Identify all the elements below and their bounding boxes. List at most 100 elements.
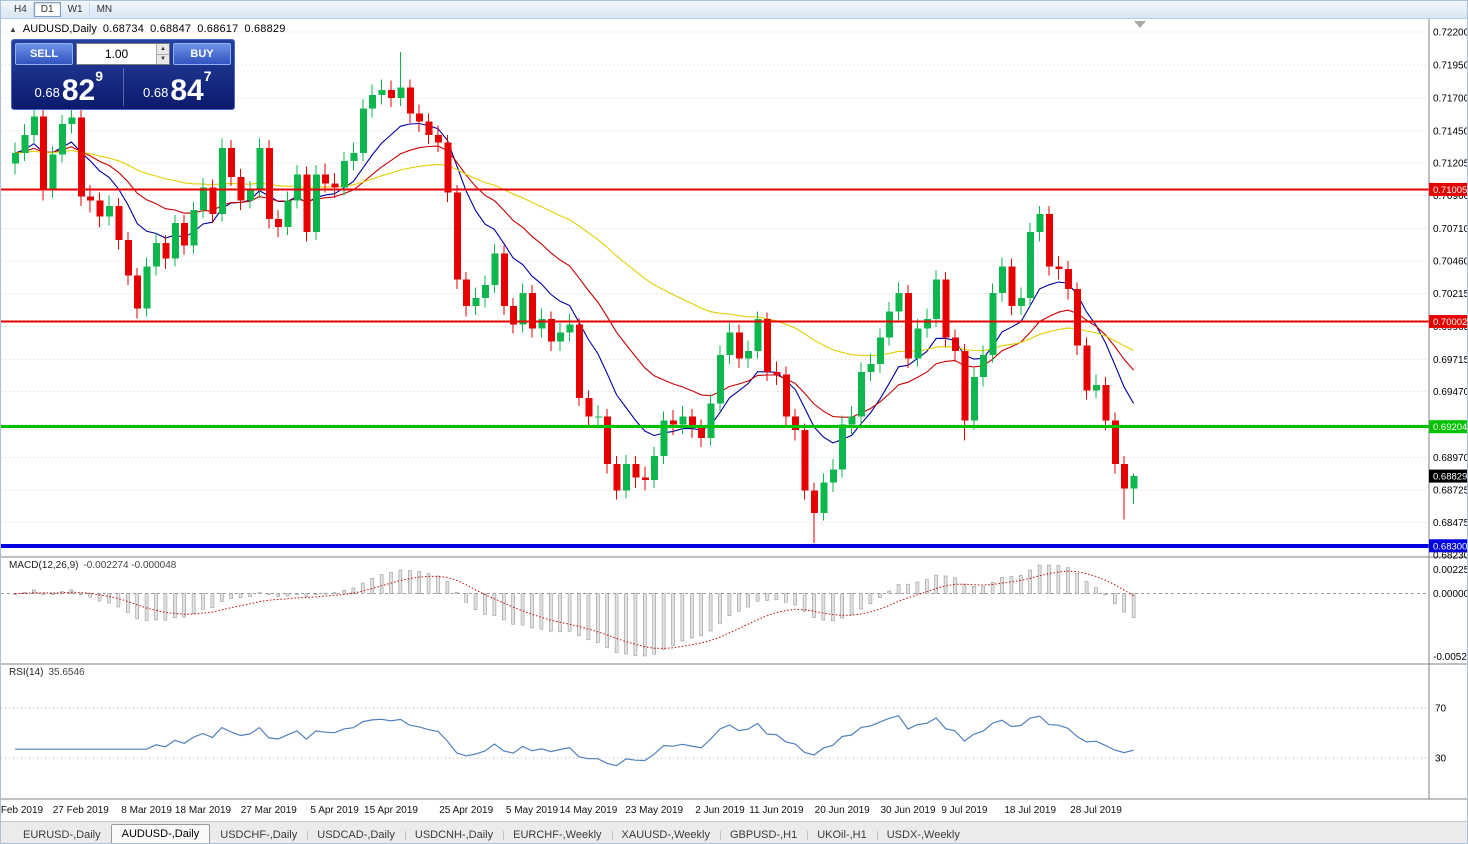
macd-name: MACD(12,26,9) — [9, 560, 79, 571]
svg-text:0.71700: 0.71700 — [1433, 93, 1468, 104]
symbol-tab-EURCHF-Weekly[interactable]: EURCHF-,Weekly — [503, 826, 611, 843]
sell-button[interactable]: SELL — [15, 43, 73, 65]
buy-price-pip: 7 — [203, 68, 212, 84]
timeframe-toolbar: H4 D1 W1 MN — [1, 1, 1467, 19]
timeframe-button-MN[interactable]: MN — [96, 4, 113, 15]
buy-price-prefix: 0.68 — [143, 85, 169, 100]
svg-text:0.69204: 0.69204 — [1433, 422, 1467, 433]
ohlc-close: 0.68829 — [244, 23, 286, 35]
timeframe-button-H4[interactable]: H4 — [7, 2, 34, 17]
svg-text:0.68725: 0.68725 — [1433, 485, 1468, 496]
svg-text:0.000000: 0.000000 — [1433, 589, 1468, 600]
symbol-tab-USDCAD-Daily[interactable]: USDCAD-,Daily — [307, 826, 405, 843]
symbol-tab-AUDUSD-Daily[interactable]: AUDUSD-,Daily — [110, 824, 211, 843]
svg-text:0.70710: 0.70710 — [1433, 224, 1468, 235]
ohlc-open: 0.68734 — [102, 23, 145, 35]
svg-text:2 Jun 2019: 2 Jun 2019 — [695, 805, 745, 816]
symbol-tab-GBPUSD-H1[interactable]: GBPUSD-,H1 — [719, 826, 807, 843]
buy-price-button[interactable]: 0.68 84 7 — [124, 68, 232, 106]
svg-text:0.68475: 0.68475 — [1433, 518, 1468, 529]
one-click-trading-panel: SELL 1.00 ▲ ▼ BUY 0.68 82 9 0.68 84 7 — [11, 39, 235, 110]
svg-text:23 May 2019: 23 May 2019 — [625, 805, 683, 816]
moving-average-lines — [14, 122, 1135, 444]
macd-pane: 0.002252 0.000000 -0.005234 — [1, 564, 1468, 663]
volume-decrease-button[interactable]: ▼ — [157, 54, 169, 64]
svg-text:0.68300: 0.68300 — [1433, 541, 1467, 552]
svg-text:0.002252: 0.002252 — [1433, 565, 1468, 576]
symbol-tab-USDCHF-Daily[interactable]: USDCHF-,Daily — [220, 829, 298, 841]
svg-text:18 Jul 2019: 18 Jul 2019 — [1004, 805, 1056, 816]
svg-text:0.71205: 0.71205 — [1433, 159, 1468, 170]
svg-text:0.68230: 0.68230 — [1433, 551, 1468, 562]
svg-text:25 Apr 2019: 25 Apr 2019 — [439, 805, 493, 816]
svg-text:0.70960: 0.70960 — [1433, 191, 1468, 202]
symbol-tab-EURUSD-Daily[interactable]: EURUSD-,Daily — [23, 829, 101, 841]
price-grid — [1, 31, 1429, 556]
chart-area: 0.72200 0.71950 0.71700 0.71450 0.71205 0.709… — [1, 19, 1468, 821]
chart-title: ▲ AUDUSD,Daily 0.68734 0.68847 0.68617 0… — [9, 23, 286, 35]
rsi-pane: 70 30 — [1, 704, 1447, 767]
price-chart-canvas[interactable]: 0.72200 0.71950 0.71700 0.71450 0.71205 0.709… — [1, 19, 1468, 821]
rsi-value: 35.6546 — [48, 667, 85, 678]
volume-spinner: ▲ ▼ — [156, 44, 169, 64]
macd-values: -0.002274 -0.000048 — [83, 560, 177, 571]
volume-increase-button[interactable]: ▲ — [157, 44, 169, 55]
svg-text:20 Jun 2019: 20 Jun 2019 — [815, 805, 870, 816]
rsi-indicator-label: RSI(14) 35.6546 — [9, 667, 85, 678]
chart-symbol-label: AUDUSD,Daily — [22, 23, 97, 35]
one-click-collapse-icon[interactable]: ▲ — [9, 24, 17, 34]
svg-text:0.72200: 0.72200 — [1433, 28, 1468, 39]
svg-text:18 Feb 2019: 18 Feb 2019 — [1, 805, 44, 816]
sell-price-pip: 9 — [95, 68, 103, 84]
symbol-tab-UKOil-H1[interactable]: UKOil-,H1 — [807, 826, 877, 843]
svg-text:11 Jun 2019: 11 Jun 2019 — [749, 805, 804, 816]
svg-text:0.68970: 0.68970 — [1433, 453, 1468, 464]
svg-text:-0.005234: -0.005234 — [1433, 652, 1468, 663]
price-axis: 0.72200 0.71950 0.71700 0.71450 0.71205 0.709… — [1429, 28, 1468, 562]
svg-text:0.69715: 0.69715 — [1433, 355, 1468, 366]
svg-text:0.68829: 0.68829 — [1433, 472, 1467, 483]
svg-text:28 Jul 2019: 28 Jul 2019 — [1070, 805, 1122, 816]
svg-text:18 Mar 2019: 18 Mar 2019 — [175, 805, 232, 816]
svg-text:0.71450: 0.71450 — [1433, 126, 1468, 137]
volume-control[interactable]: 1.00 ▲ ▼ — [76, 43, 170, 65]
symbol-tab-XAUUSD-Weekly[interactable]: XAUUSD-,Weekly — [611, 826, 720, 843]
current-price-marker — [1429, 469, 1467, 483]
chart-shift-marker-icon[interactable] — [1134, 21, 1146, 28]
buy-price-main: 84 — [170, 74, 204, 107]
svg-text:70: 70 — [1435, 704, 1447, 715]
rsi-name: RSI(14) — [9, 667, 44, 678]
svg-text:5 May 2019: 5 May 2019 — [506, 805, 559, 816]
svg-text:0.71950: 0.71950 — [1433, 60, 1468, 71]
svg-text:0.70002: 0.70002 — [1433, 317, 1467, 328]
sell-price-button[interactable]: 0.68 82 9 — [15, 68, 123, 106]
timeframe-button-D1[interactable]: D1 — [33, 2, 61, 17]
sell-price-prefix: 0.68 — [34, 85, 60, 100]
timeframe-button-W1[interactable]: W1 — [61, 2, 90, 17]
support-resistance-lines[interactable] — [1, 188, 1429, 548]
svg-text:9 Jul 2019: 9 Jul 2019 — [941, 805, 988, 816]
volume-value[interactable]: 1.00 — [104, 47, 129, 61]
svg-text:0.69470: 0.69470 — [1433, 387, 1468, 398]
svg-text:0.70215: 0.70215 — [1433, 289, 1468, 300]
svg-text:14 May 2019: 14 May 2019 — [559, 805, 617, 816]
symbol-tab-USDX-Weekly[interactable]: USDX-,Weekly — [876, 826, 970, 843]
ohlc-low: 0.68617 — [197, 23, 239, 35]
svg-text:0.70460: 0.70460 — [1433, 257, 1468, 268]
svg-text:30 Jun 2019: 30 Jun 2019 — [880, 805, 935, 816]
svg-text:27 Feb 2019: 27 Feb 2019 — [53, 805, 110, 816]
price-divider — [122, 68, 124, 106]
symbol-tab-USDCNH-Daily[interactable]: USDCNH-,Daily — [404, 826, 503, 843]
svg-text:15 Apr 2019: 15 Apr 2019 — [364, 805, 418, 816]
svg-text:30: 30 — [1435, 754, 1447, 765]
macd-indicator-label: MACD(12,26,9) -0.002274 -0.000048 — [9, 560, 176, 571]
candlestick-series — [12, 51, 1138, 544]
sell-price-main: 82 — [61, 74, 96, 107]
svg-text:8 Mar 2019: 8 Mar 2019 — [121, 805, 172, 816]
ohlc-high: 0.68847 — [150, 23, 192, 35]
buy-button[interactable]: BUY — [173, 43, 231, 65]
svg-text:5 Apr 2019: 5 Apr 2019 — [310, 805, 359, 816]
svg-text:0.71005: 0.71005 — [1433, 185, 1467, 196]
